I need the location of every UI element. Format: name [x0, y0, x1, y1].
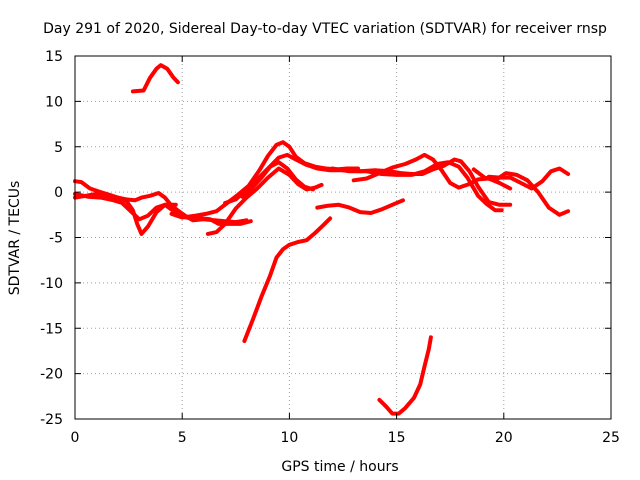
- series-arc-right-4: [471, 167, 571, 217]
- y-tick-label: 0: [54, 185, 63, 201]
- series-arc-low-mid: [315, 198, 405, 215]
- x-tick-label: 5: [178, 430, 187, 446]
- x-tick-labels: 0 5 10 15 20 25: [71, 430, 620, 446]
- series-arc-right-5: [486, 166, 571, 191]
- y-tick-label: -10: [40, 276, 63, 292]
- series-arc-left-3: [73, 191, 253, 226]
- series-arc-high: [130, 63, 180, 94]
- y-axis-label: SDTVAR / TECUs: [7, 181, 23, 296]
- axes: [74, 55, 612, 420]
- x-tick-label: 25: [602, 430, 620, 446]
- series-arc-right-3: [409, 157, 513, 207]
- chart-title: Day 291 of 2020, Sidereal Day-to-day VTE…: [43, 21, 607, 37]
- series-arc-left-1: [73, 179, 178, 236]
- y-tick-label: -25: [40, 412, 63, 428]
- y-tick-label: -5: [49, 231, 63, 247]
- series-arc-bottom: [377, 335, 433, 416]
- x-tick-label: 10: [280, 430, 298, 446]
- x-tick-label: 0: [71, 430, 80, 446]
- x-tick-label: 20: [495, 430, 513, 446]
- y-tick-label: 10: [45, 94, 63, 110]
- y-tick-label: 15: [45, 49, 63, 65]
- grid: [75, 56, 611, 419]
- x-axis-label: GPS time / hours: [281, 459, 398, 475]
- y-tick-label: -20: [40, 367, 63, 383]
- y-tick-label: 5: [54, 140, 63, 156]
- series-arc-mid-4: [240, 160, 315, 199]
- x-tick-label: 15: [388, 430, 406, 446]
- y-tick-labels: -25 -20 -15 -10 -5 0 5 10 15: [40, 49, 63, 428]
- y-tick-label: -15: [40, 321, 63, 337]
- series-group: [73, 63, 571, 416]
- series-arc-drop: [242, 216, 333, 343]
